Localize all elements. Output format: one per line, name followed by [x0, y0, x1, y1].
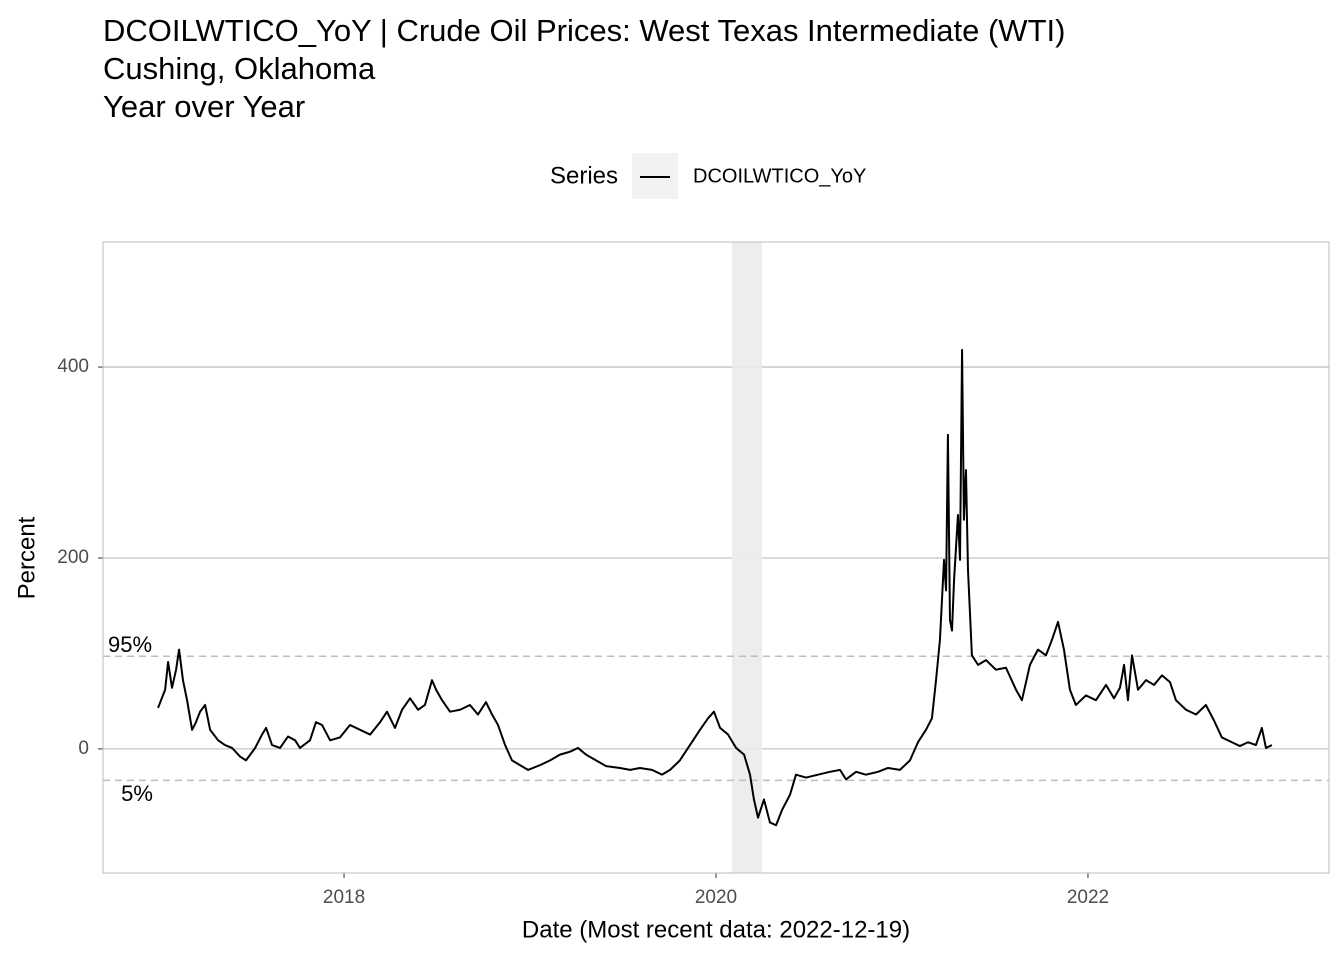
chart-subtitle: Cushing, Oklahoma [103, 51, 376, 86]
series-line [157, 348, 1273, 827]
chart-title: DCOILWTICO_YoY | Crude Oil Prices: West … [103, 13, 1065, 48]
quantile-label: 5% [121, 781, 153, 806]
shaded-region [731, 242, 762, 873]
y-tick-label: 400 [57, 356, 89, 377]
x-tick-label: 2020 [695, 887, 737, 908]
y-tick-label: 0 [78, 738, 89, 759]
chart-subtitle: Year over Year [103, 89, 305, 124]
x-tick-label: 2018 [323, 887, 365, 908]
x-tick-label: 2022 [1067, 887, 1109, 908]
y-axis-title: Percent [13, 516, 40, 599]
x-axis-title: Date (Most recent data: 2022-12-19) [522, 916, 910, 943]
quantile-label: 95% [108, 632, 152, 657]
panel-border [102, 241, 1330, 874]
legend-label: DCOILWTICO_YoY [693, 165, 866, 187]
y-tick-label: 200 [57, 547, 89, 568]
legend-title: Series [550, 162, 618, 189]
